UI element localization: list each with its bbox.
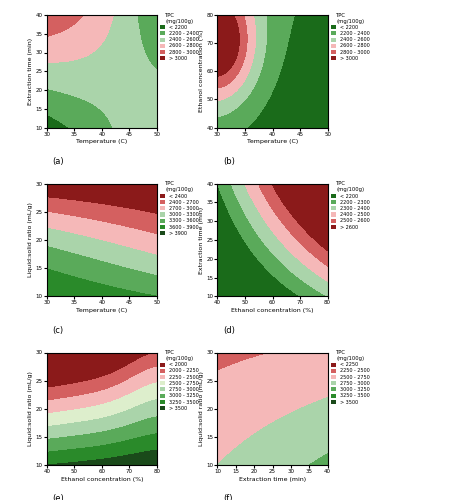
Text: (d): (d) — [223, 326, 235, 334]
Legend: < 2400, 2400 - 2700, 2700 - 3000, 3000 - 3300, 3300 - 3600, 3600 - 3900, > 3900: < 2400, 2400 - 2700, 2700 - 3000, 3000 -… — [160, 182, 199, 236]
Text: (a): (a) — [52, 157, 64, 166]
Y-axis label: Extraction time (min): Extraction time (min) — [198, 206, 204, 274]
X-axis label: Temperature (C): Temperature (C) — [76, 140, 127, 144]
X-axis label: Temperature (C): Temperature (C) — [247, 140, 298, 144]
Text: (f): (f) — [223, 494, 233, 500]
Legend: < 2250, 2250 - 2500, 2500 - 2750, 2750 - 3000, 3000 - 3250, 3250 - 3500, > 3500: < 2250, 2250 - 2500, 2500 - 2750, 2750 -… — [331, 350, 369, 405]
X-axis label: Ethanol concentration (%): Ethanol concentration (%) — [61, 477, 143, 482]
Legend: < 2200, 2200 - 2400, 2400 - 2600, 2600 - 2800, 2800 - 3000, > 3000: < 2200, 2200 - 2400, 2400 - 2600, 2600 -… — [331, 12, 369, 61]
Y-axis label: Liquid:solid ratio (mL/g): Liquid:solid ratio (mL/g) — [198, 372, 204, 446]
Y-axis label: Liquid:solid ratio (mL/g): Liquid:solid ratio (mL/g) — [28, 372, 33, 446]
Text: (e): (e) — [52, 494, 64, 500]
X-axis label: Temperature (C): Temperature (C) — [76, 308, 127, 313]
Text: (c): (c) — [52, 326, 64, 334]
Y-axis label: Ethanol concentration (%): Ethanol concentration (%) — [198, 30, 204, 112]
Legend: < 2200, 2200 - 2400, 2400 - 2600, 2600 - 2800, 2800 - 3000, > 3000: < 2200, 2200 - 2400, 2400 - 2600, 2600 -… — [160, 12, 199, 61]
Legend: < 2200, 2200 - 2300, 2300 - 2400, 2400 - 2500, 2500 - 2600, > 2600: < 2200, 2200 - 2300, 2300 - 2400, 2400 -… — [331, 182, 369, 230]
X-axis label: Ethanol concentration (%): Ethanol concentration (%) — [231, 308, 314, 313]
Legend: < 2000, 2000 - 2250, 2250 - 2500, 2500 - 2750, 2750 - 3000, 3000 - 3250, 3250 - : < 2000, 2000 - 2250, 2250 - 2500, 2500 -… — [160, 350, 199, 411]
Y-axis label: Extraction time (min): Extraction time (min) — [28, 38, 33, 105]
Text: (b): (b) — [223, 157, 235, 166]
Y-axis label: Liquid:solid ratio (mL/g): Liquid:solid ratio (mL/g) — [28, 202, 33, 278]
X-axis label: Extraction time (min): Extraction time (min) — [239, 477, 306, 482]
